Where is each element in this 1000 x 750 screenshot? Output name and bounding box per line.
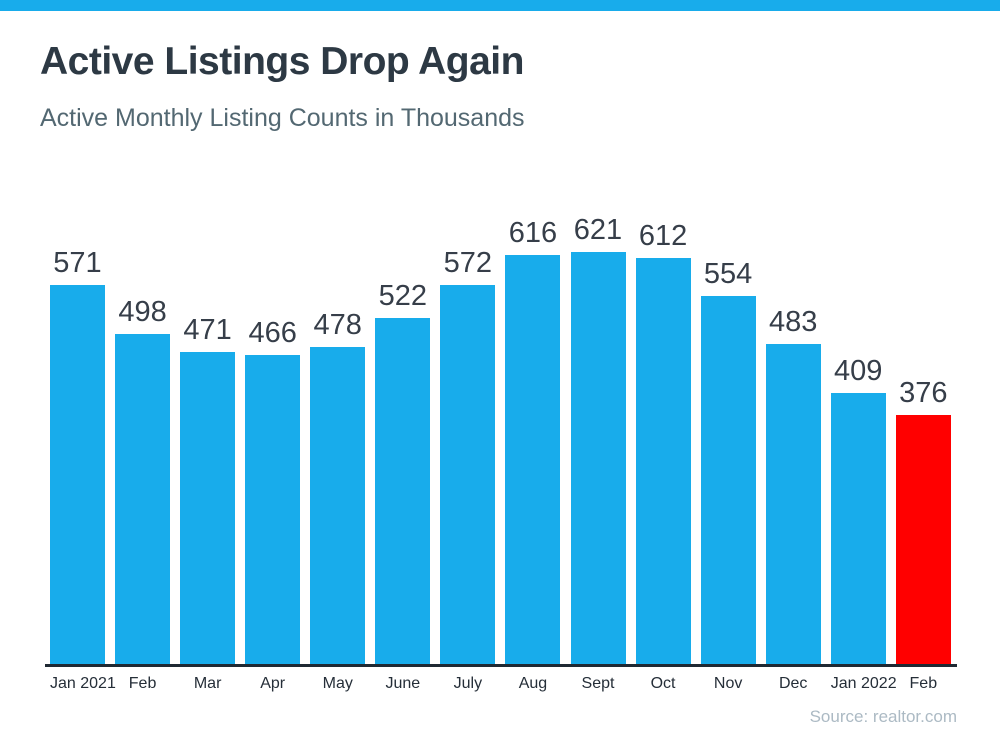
bar-value-label: 572 <box>443 246 493 279</box>
bar <box>570 252 626 664</box>
x-axis-tick-label: June <box>385 675 421 692</box>
page-title: Active Listings Drop Again <box>40 40 524 83</box>
bar-value-label: 571 <box>53 247 102 280</box>
x-axis-tick-label: May <box>322 675 353 692</box>
bar-column: 616 <box>505 219 561 664</box>
bar-column: 571 <box>50 249 105 664</box>
bar <box>700 296 756 664</box>
bar-column: 409 <box>830 356 886 664</box>
x-axis-labels: Jan 2021 Feb Mar Apr May June July Aug Sept Oct No… <box>45 667 957 693</box>
bar-value-label: 612 <box>638 219 688 252</box>
bar-column: 376 <box>895 378 951 664</box>
bar-value-label: 483 <box>768 305 818 338</box>
bar-highlighted <box>895 414 951 664</box>
bar-value-label: 621 <box>573 214 623 246</box>
bar-column: 572 <box>440 248 496 664</box>
bar-column: 498 <box>115 297 171 664</box>
bar-value-label: 466 <box>248 316 297 349</box>
bar <box>635 257 691 664</box>
chart-plot-area: 571 498 471 466 478 522 572 616 621 612 554 483 409 3… <box>45 216 957 667</box>
bar <box>375 317 431 664</box>
bar-value-label: 554 <box>703 258 753 291</box>
bar <box>180 351 236 664</box>
bar-value-label: 478 <box>313 308 362 341</box>
bar-column: 554 <box>700 260 756 664</box>
bar <box>505 255 561 664</box>
bar-value-label: 409 <box>834 354 883 387</box>
x-axis-tick-label: Mar <box>193 675 222 692</box>
bar-column: 471 <box>180 315 236 664</box>
bar-column: 612 <box>635 221 691 664</box>
x-axis-tick-label: Feb <box>909 675 938 692</box>
x-axis-tick-label: Dec <box>778 675 808 692</box>
top-accent-bar <box>0 0 1000 11</box>
x-axis-tick-label: Oct <box>650 675 676 692</box>
x-axis-tick-label: Nov <box>713 675 743 692</box>
bar-column: 483 <box>765 307 821 664</box>
bar <box>765 343 821 664</box>
x-axis-tick-label: Feb <box>128 675 157 692</box>
bar-column: 478 <box>310 310 366 664</box>
bar <box>830 392 886 664</box>
bar-value-label: 471 <box>183 313 232 346</box>
x-axis-tick-label: Jan 2021 <box>50 675 116 692</box>
page-subtitle: Active Monthly Listing Counts in Thousan… <box>40 104 525 132</box>
bar-value-label: 616 <box>508 217 558 250</box>
bar-column: 466 <box>245 318 301 664</box>
bar <box>310 346 366 664</box>
x-axis-tick-label: Apr <box>260 675 286 692</box>
x-axis-tick-label: Aug <box>518 675 548 692</box>
x-axis-tick-label: July <box>453 675 483 692</box>
bar-value-label: 376 <box>899 376 948 409</box>
bar <box>50 285 105 664</box>
source-attribution: Source: realtor.com <box>809 707 957 726</box>
bar-column: 621 <box>570 216 626 664</box>
x-axis-tick-label: Sept <box>581 675 615 692</box>
bar-column: 522 <box>375 281 431 664</box>
bar-value-label: 522 <box>378 279 428 312</box>
bar <box>115 333 171 664</box>
bar <box>440 284 496 664</box>
bar-value-label: 498 <box>118 295 167 328</box>
x-axis-tick-label: Jan 2022 <box>830 675 897 692</box>
bar <box>245 354 301 664</box>
bar-chart: 571 498 471 466 478 522 572 616 621 612 554 483 409 3… <box>45 216 957 693</box>
